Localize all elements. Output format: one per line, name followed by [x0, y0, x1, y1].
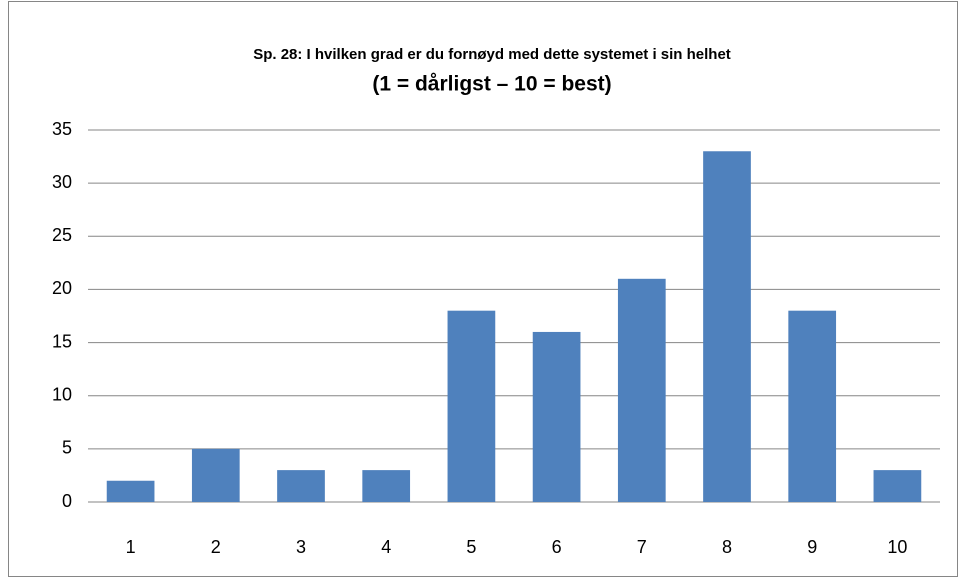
chart-title: Sp. 28: I hvilken grad er du fornøyd med… [253, 46, 731, 63]
bar [447, 310, 496, 502]
x-tick-label: 1 [126, 537, 136, 557]
x-tick-label: 8 [722, 537, 732, 557]
y-tick-label: 15 [52, 331, 72, 351]
x-tick-label: 7 [637, 537, 647, 557]
x-tick-label: 2 [211, 537, 221, 557]
y-tick-label: 10 [52, 384, 72, 404]
x-tick-label: 10 [887, 537, 907, 557]
y-tick-label: 30 [52, 172, 72, 192]
x-tick-label: 9 [807, 537, 817, 557]
bar [106, 480, 155, 502]
x-tick-label: 6 [552, 537, 562, 557]
x-tick-label: 5 [466, 537, 476, 557]
y-tick-label: 25 [52, 225, 72, 245]
x-tick-label: 4 [381, 537, 391, 557]
bar [277, 470, 325, 502]
bar [788, 310, 837, 502]
bar [191, 448, 240, 502]
bar [703, 151, 751, 502]
bar [873, 470, 922, 502]
y-tick-label: 35 [52, 119, 72, 139]
y-tick-label: 5 [62, 438, 72, 458]
y-tick-label: 20 [52, 278, 72, 298]
bar [532, 331, 581, 502]
x-tick-label: 3 [296, 537, 306, 557]
chart-subtitle: (1 = dårligst – 10 = best) [372, 73, 611, 96]
bar [362, 470, 411, 502]
bar [617, 278, 666, 502]
y-tick-label: 0 [62, 491, 72, 511]
